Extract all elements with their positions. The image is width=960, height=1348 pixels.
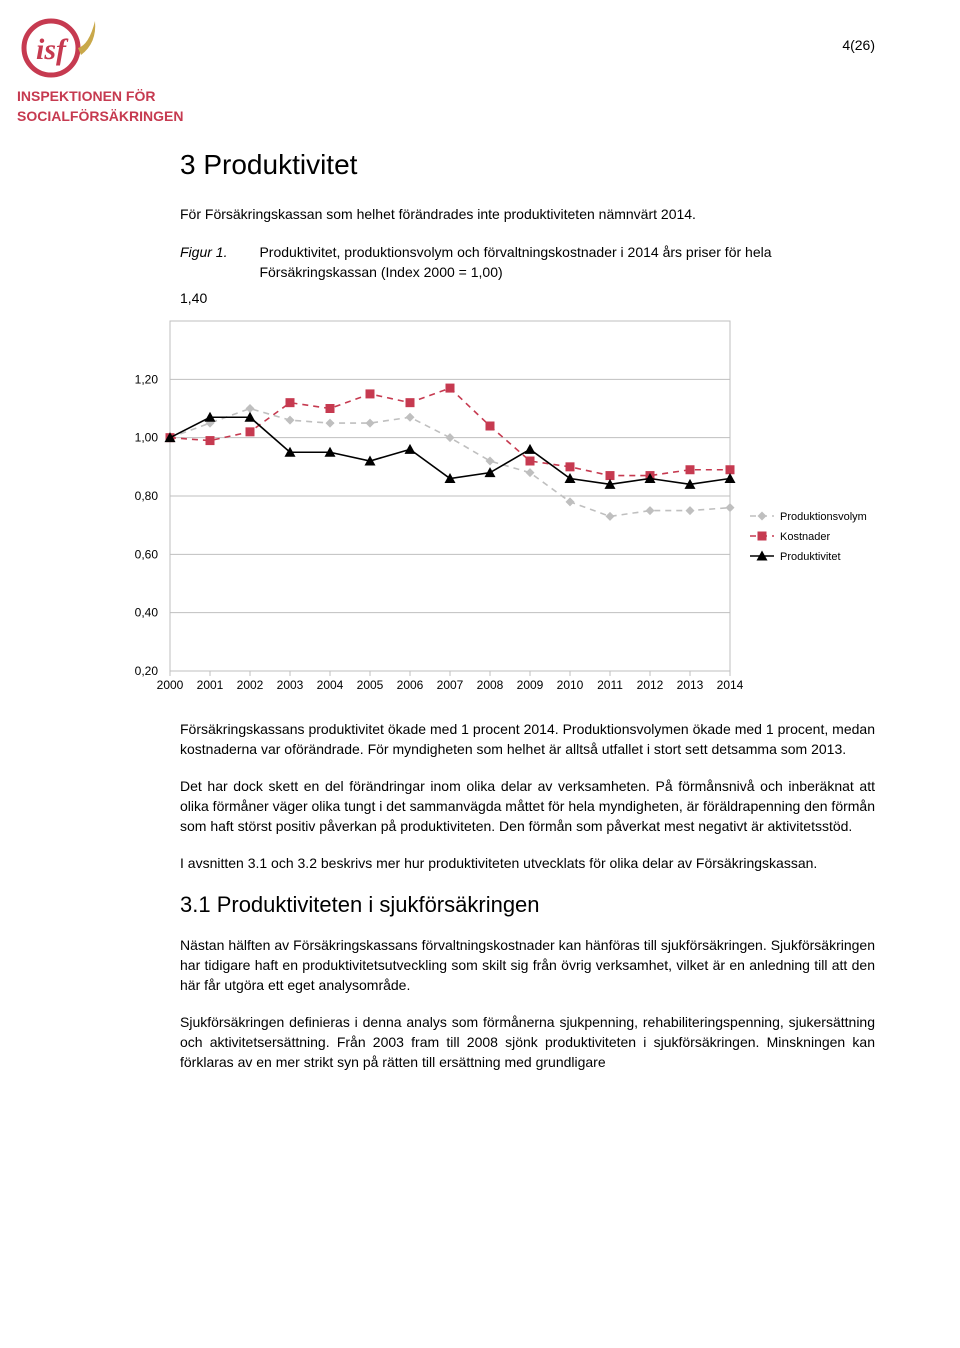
svg-text:0,80: 0,80: [135, 489, 159, 503]
svg-text:2003: 2003: [277, 678, 304, 692]
body-p1: Försäkringskassans produktivitet ökade m…: [180, 719, 875, 760]
figure-label: Figur 1.: [180, 242, 227, 262]
svg-text:2013: 2013: [677, 678, 704, 692]
body-p3: I avsnitten 3.1 och 3.2 beskrivs mer hur…: [180, 853, 875, 873]
subsection-p1: Nästan hälften av Försäkringskassans för…: [180, 935, 875, 996]
logo-line1: INSPEKTIONEN FÖR: [17, 88, 155, 104]
figure-caption-row: Figur 1. Produktivitet, produktionsvolym…: [180, 242, 875, 283]
figure-caption: Produktivitet, produktionsvolym och förv…: [259, 242, 875, 283]
page-number: 4(26): [842, 35, 875, 55]
intro-paragraph: För Försäkringskassan som helhet förändr…: [180, 204, 875, 224]
svg-text:Kostnader: Kostnader: [780, 531, 830, 543]
svg-text:2006: 2006: [397, 678, 424, 692]
subsection-p2: Sjukförsäkringen definieras i denna anal…: [180, 1012, 875, 1073]
svg-text:0,40: 0,40: [135, 605, 159, 619]
svg-text:2008: 2008: [477, 678, 504, 692]
content-area: 3 Produktivitet För Försäkringskassan so…: [180, 145, 875, 1073]
chart: 0,20 0,40 0,60 0,80 1,00 1,20 2000 2001 2002 2003…: [110, 311, 875, 701]
body-p2: Det har dock skett en del förändringar i…: [180, 776, 875, 837]
svg-text:2002: 2002: [237, 678, 264, 692]
svg-text:2005: 2005: [357, 678, 384, 692]
svg-text:Produktionsvolym: Produktionsvolym: [780, 511, 867, 523]
logo: isf INSPEKTIONEN FÖR SOCIALFÖRSÄKRINGEN: [15, 15, 225, 135]
section-heading: 3 Produktivitet: [180, 145, 875, 186]
svg-text:isf: isf: [36, 33, 69, 66]
svg-text:2014: 2014: [717, 678, 744, 692]
logo-emblem: isf: [24, 21, 95, 75]
svg-text:0,20: 0,20: [135, 664, 159, 678]
svg-text:2000: 2000: [157, 678, 184, 692]
svg-text:Produktivitet: Produktivitet: [780, 551, 841, 563]
logo-line2: SOCIALFÖRSÄKRINGEN: [17, 108, 183, 124]
svg-text:2011: 2011: [597, 678, 623, 692]
svg-text:2010: 2010: [557, 678, 584, 692]
svg-text:2004: 2004: [317, 678, 344, 692]
svg-text:2009: 2009: [517, 678, 544, 692]
svg-text:0,60: 0,60: [135, 547, 159, 561]
svg-text:1,20: 1,20: [135, 372, 159, 386]
y-top-tick: 1,40: [180, 288, 875, 308]
svg-text:1,00: 1,00: [135, 430, 159, 444]
subsection-heading: 3.1 Produktiviteten i sjukförsäkringen: [180, 889, 875, 921]
svg-text:2007: 2007: [437, 678, 464, 692]
svg-text:2012: 2012: [637, 678, 664, 692]
svg-text:2001: 2001: [197, 678, 224, 692]
